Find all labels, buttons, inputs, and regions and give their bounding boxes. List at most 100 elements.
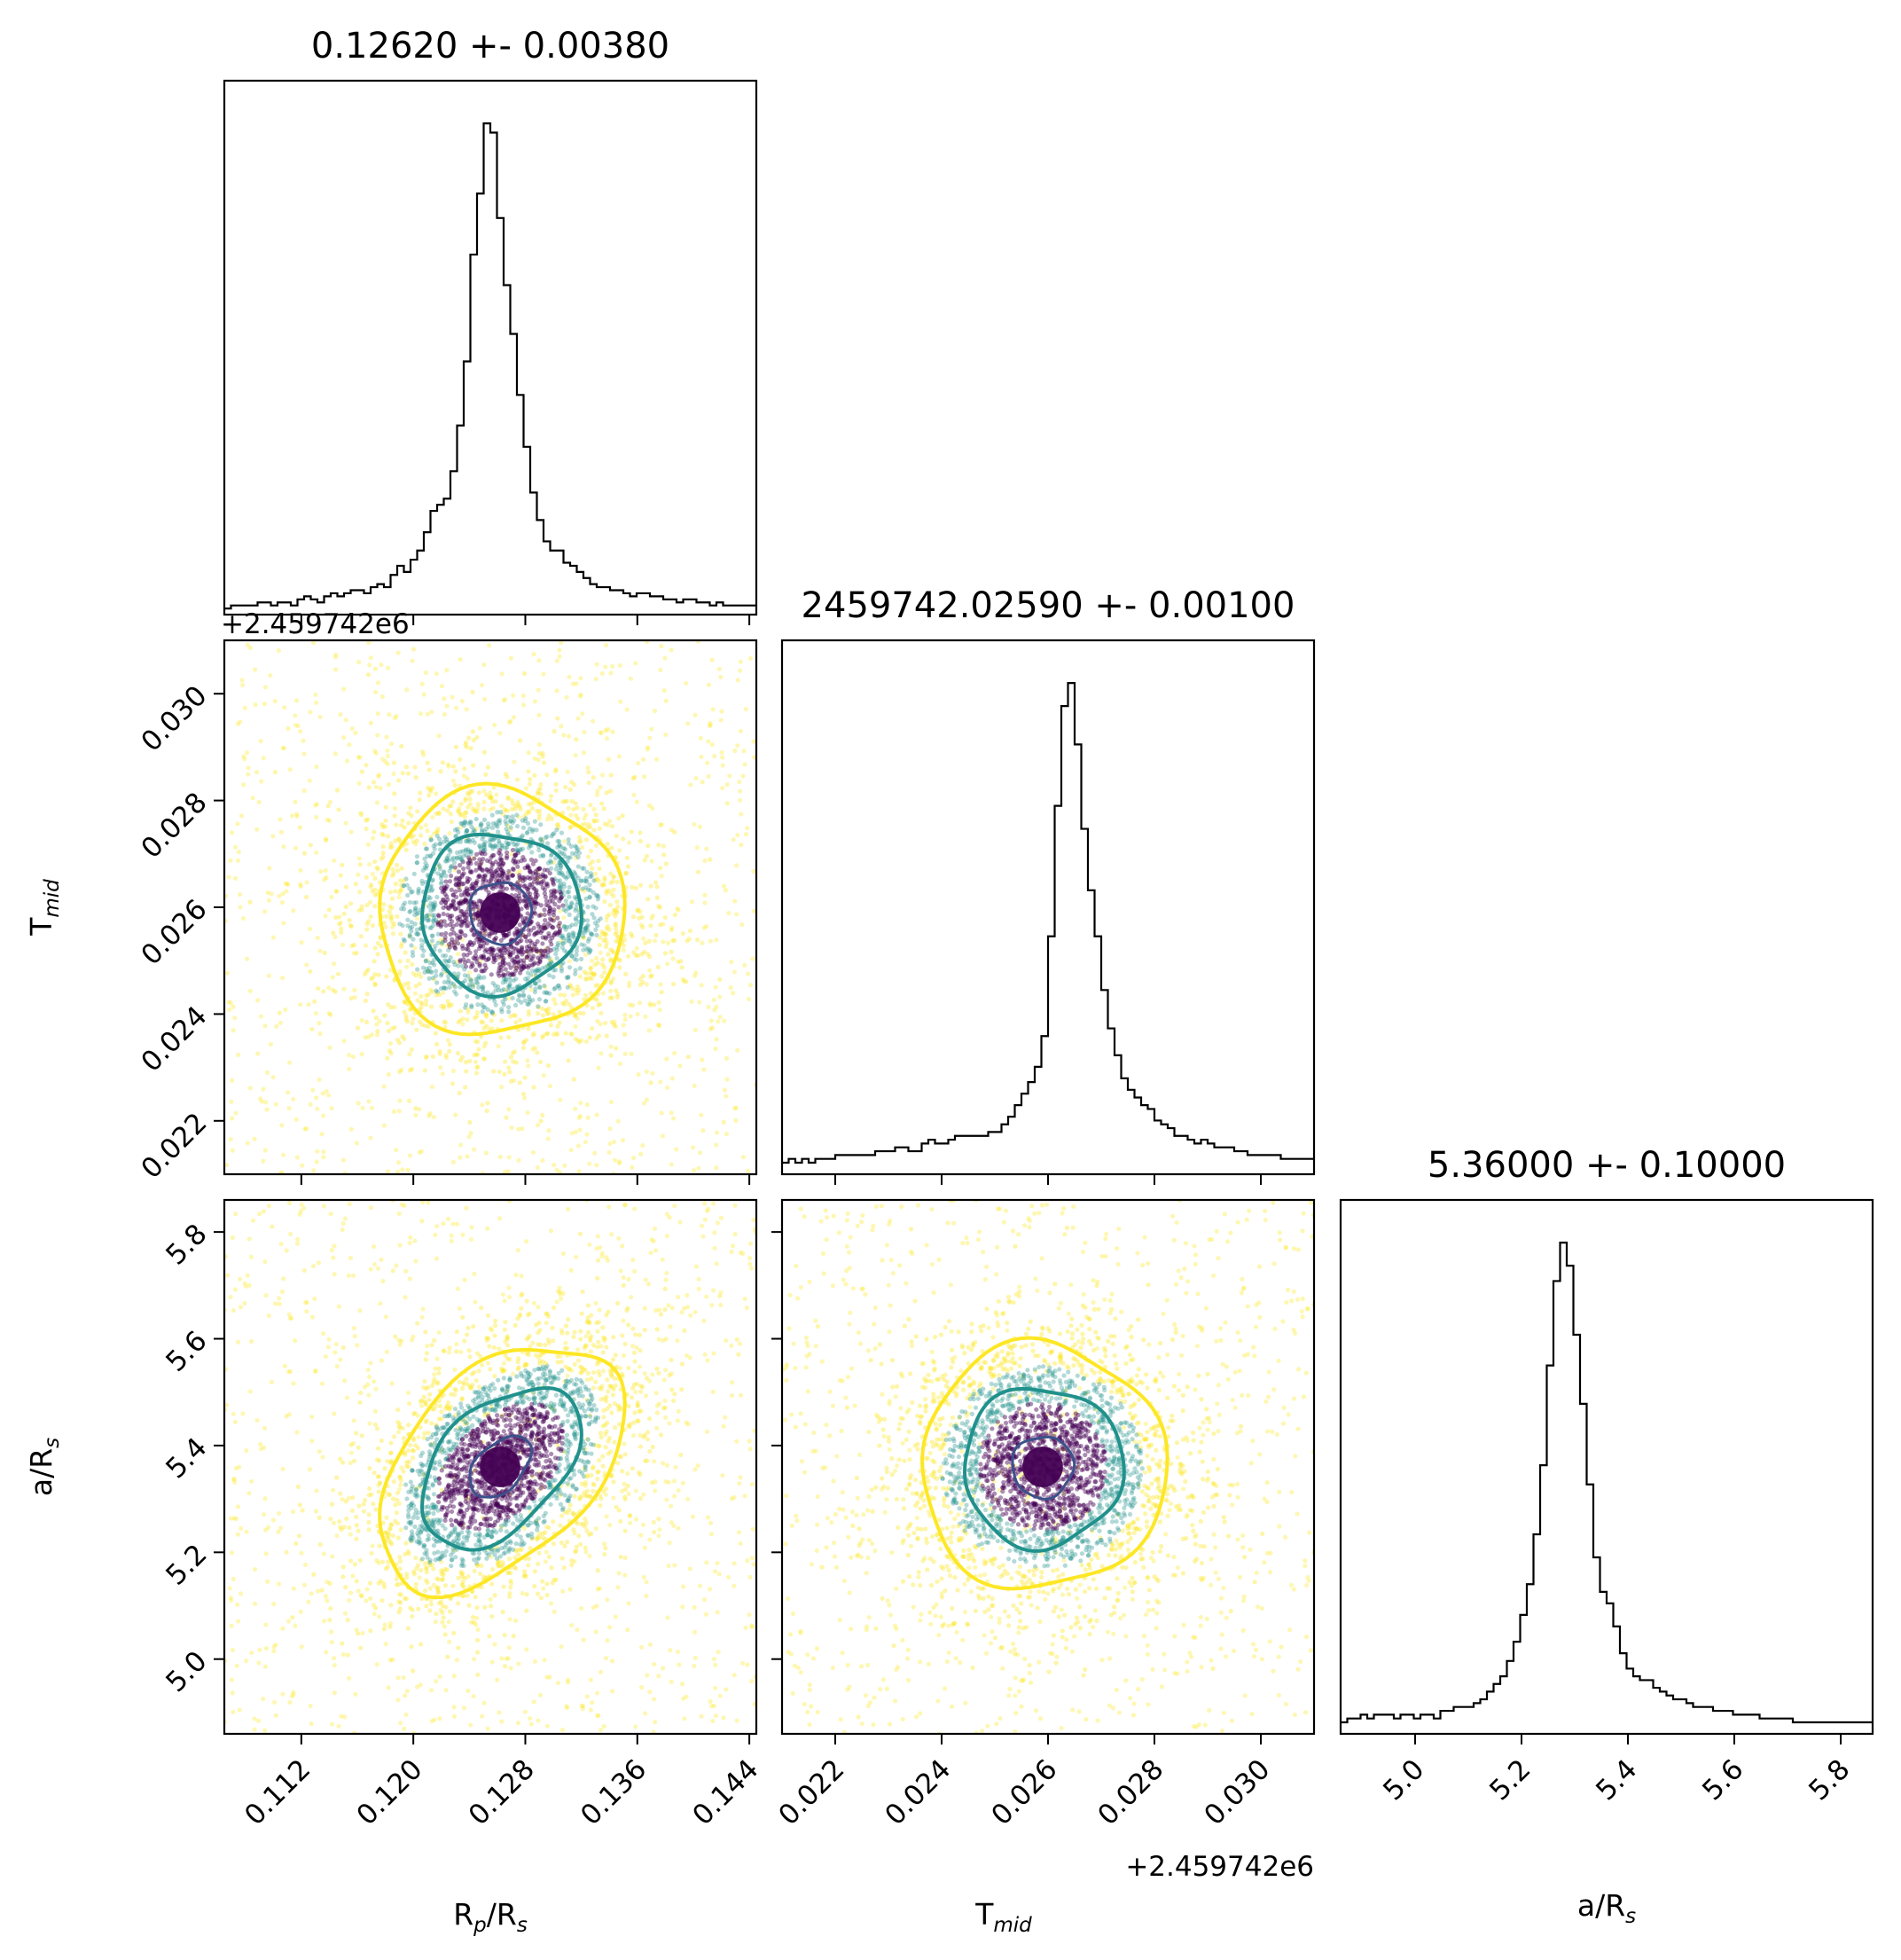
sample-point bbox=[565, 975, 571, 981]
sample-point bbox=[554, 827, 559, 833]
sample-point bbox=[556, 943, 561, 948]
sample-point bbox=[518, 1423, 524, 1429]
sample-point bbox=[706, 1206, 711, 1211]
sample-point bbox=[579, 1038, 584, 1043]
sample-point bbox=[294, 1155, 301, 1160]
sample-point bbox=[532, 699, 537, 704]
sample-point bbox=[567, 894, 572, 899]
sample-point bbox=[505, 844, 510, 851]
sample-point bbox=[557, 1285, 562, 1290]
sample-point bbox=[507, 982, 512, 987]
sample-point bbox=[543, 935, 548, 940]
sample-point bbox=[401, 903, 406, 908]
sample-point bbox=[458, 839, 463, 844]
sample-point bbox=[718, 1215, 724, 1220]
sample-point bbox=[372, 875, 378, 882]
sample-point bbox=[751, 1562, 756, 1567]
sample-point bbox=[749, 1623, 755, 1628]
sample-point bbox=[441, 869, 447, 874]
sample-point bbox=[264, 1070, 270, 1075]
sample-point bbox=[576, 839, 583, 844]
sample-point bbox=[476, 874, 481, 880]
sample-point bbox=[432, 900, 437, 906]
sample-point bbox=[583, 926, 588, 931]
sample-point bbox=[384, 974, 389, 979]
sample-point bbox=[536, 1354, 542, 1360]
sample-point bbox=[520, 1396, 525, 1401]
sample-point bbox=[301, 788, 307, 794]
sample-point bbox=[380, 844, 386, 850]
sample-point bbox=[280, 1626, 286, 1631]
sample-point bbox=[343, 1585, 348, 1590]
sample-point bbox=[698, 735, 703, 741]
sample-point bbox=[576, 851, 583, 856]
sample-point bbox=[338, 920, 343, 926]
sample-point bbox=[438, 875, 444, 881]
sample-point bbox=[301, 751, 307, 757]
sample-point bbox=[465, 953, 470, 958]
sample-point bbox=[505, 853, 510, 859]
sample-point bbox=[546, 909, 552, 914]
sample-point bbox=[459, 919, 465, 924]
sample-point bbox=[643, 1393, 649, 1399]
sample-point bbox=[409, 1337, 415, 1343]
sample-point bbox=[441, 898, 446, 903]
sample-point bbox=[575, 1391, 581, 1396]
sample-point bbox=[488, 836, 493, 842]
sample-point bbox=[414, 1539, 419, 1544]
sample-point bbox=[482, 962, 488, 968]
sample-point bbox=[671, 1116, 677, 1121]
sample-point bbox=[539, 880, 544, 885]
sample-point bbox=[598, 1669, 604, 1674]
sample-point bbox=[474, 878, 480, 883]
sample-point bbox=[412, 908, 418, 913]
sample-point bbox=[399, 866, 404, 871]
sample-point bbox=[537, 1692, 544, 1697]
sample-point bbox=[669, 1371, 675, 1376]
sample-point bbox=[390, 1268, 395, 1274]
sample-point bbox=[605, 923, 611, 929]
sample-point bbox=[408, 908, 413, 913]
sample-point bbox=[724, 1055, 730, 1061]
sample-point bbox=[584, 1132, 590, 1137]
sample-point bbox=[287, 1699, 293, 1705]
sample-point bbox=[489, 1011, 496, 1016]
sample-point bbox=[612, 1139, 617, 1145]
sample-point bbox=[716, 1650, 721, 1655]
sample-point bbox=[512, 806, 518, 811]
sample-point bbox=[561, 915, 567, 921]
sample-point bbox=[458, 884, 463, 890]
sample-point bbox=[575, 1627, 580, 1633]
sample-point bbox=[236, 1464, 242, 1470]
sample-point bbox=[364, 1587, 370, 1592]
sample-point bbox=[541, 925, 546, 931]
sample-point bbox=[429, 933, 434, 938]
sample-point bbox=[360, 1105, 365, 1110]
sample-point bbox=[458, 1521, 464, 1526]
sample-point bbox=[383, 913, 389, 919]
sample-point bbox=[364, 818, 369, 823]
sample-point bbox=[250, 1218, 256, 1223]
sample-point bbox=[596, 1033, 602, 1039]
sample-point bbox=[531, 1699, 536, 1705]
sample-point bbox=[407, 1153, 413, 1158]
sample-point bbox=[434, 992, 439, 998]
sample-point bbox=[629, 829, 634, 835]
sample-point bbox=[649, 973, 654, 978]
sample-point bbox=[712, 1569, 718, 1574]
sample-point bbox=[359, 907, 364, 913]
sample-point bbox=[478, 898, 483, 904]
sample-point bbox=[465, 776, 470, 781]
sample-point bbox=[701, 1318, 707, 1323]
sample-point bbox=[415, 1515, 420, 1521]
sample-point bbox=[441, 1006, 446, 1011]
sample-point bbox=[693, 775, 699, 781]
sample-point bbox=[675, 1649, 681, 1655]
sample-point bbox=[559, 940, 565, 946]
sample-point bbox=[426, 894, 432, 900]
sample-point bbox=[614, 929, 619, 935]
sample-point bbox=[442, 935, 448, 940]
sample-point bbox=[265, 1579, 270, 1584]
sample-point bbox=[561, 992, 567, 998]
sample-point bbox=[567, 884, 572, 890]
